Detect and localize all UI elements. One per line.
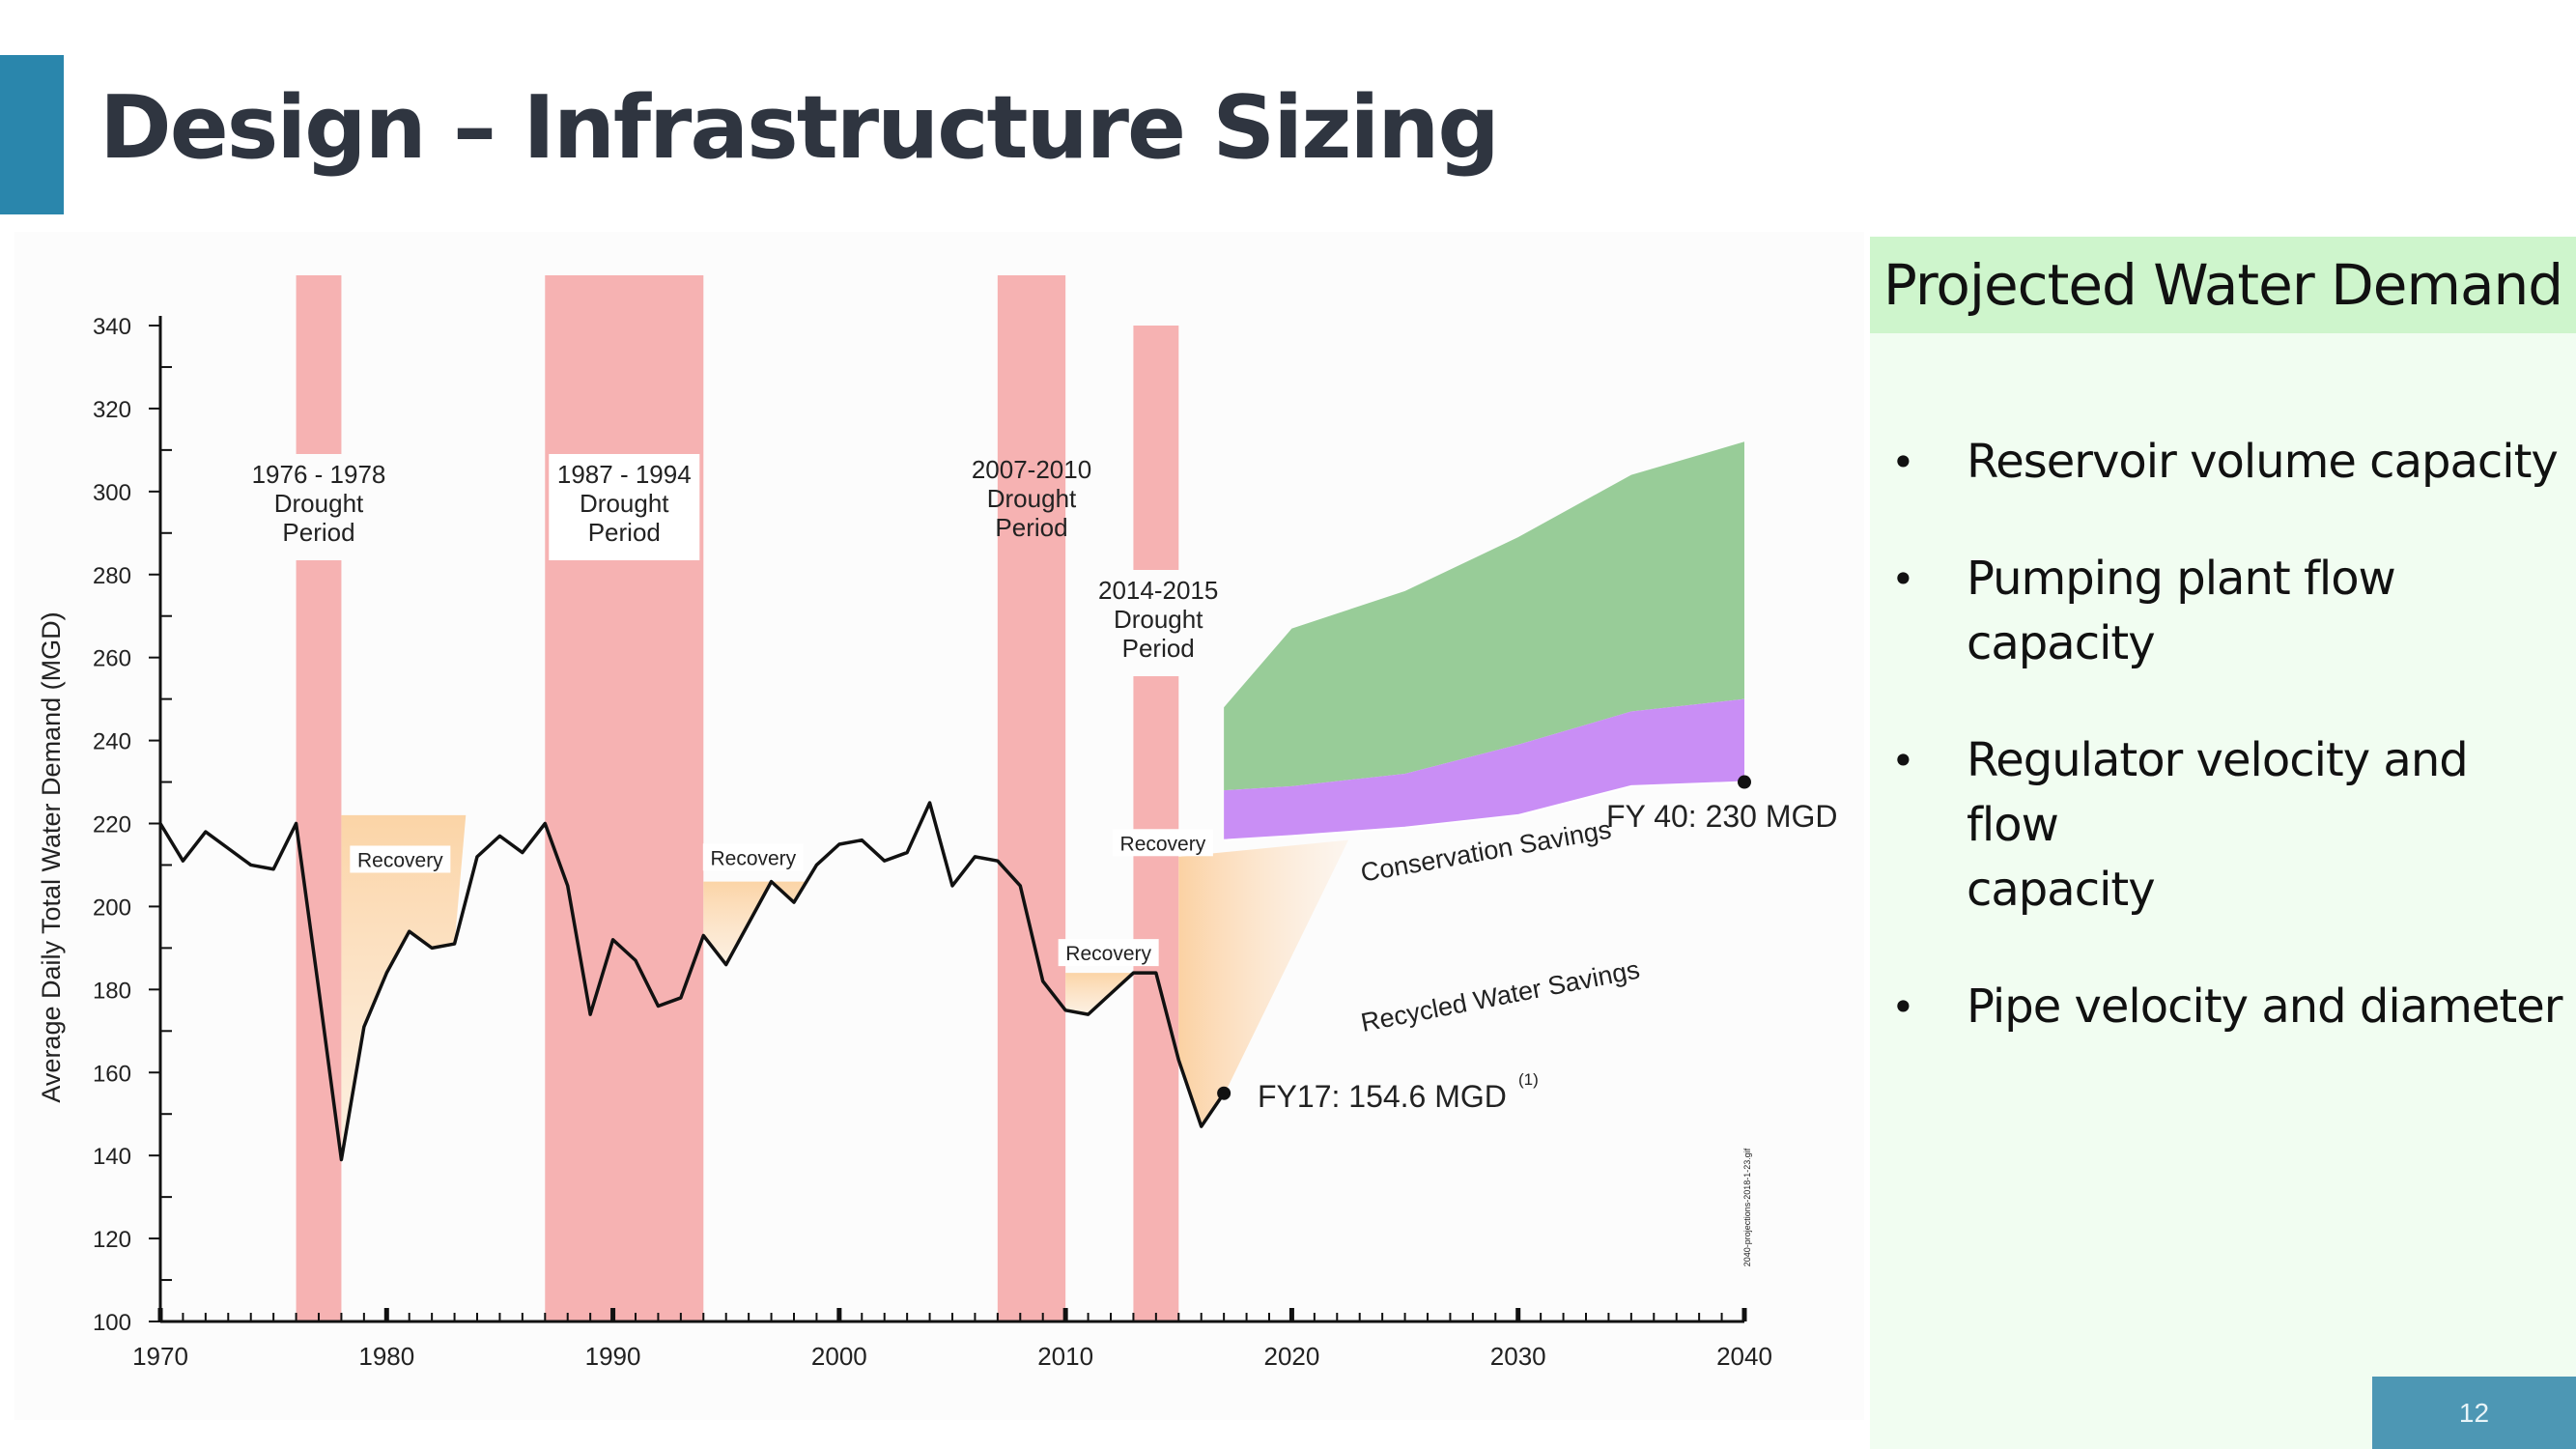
bullet-list: • Reservoir volume capacity • Pumping plan…	[1887, 430, 2563, 1092]
slide-title: Design – Infrastructure Sizing	[99, 77, 1500, 179]
panel-header: Projected Water Demand	[1870, 237, 2576, 333]
demand-line	[158, 801, 1226, 1162]
fy17-point	[1217, 1086, 1231, 1100]
water-demand-chart: 100 120 140 160 180 200 220 240 260 280 300 320 340 1…	[14, 232, 1864, 1420]
drought-band	[997, 275, 1066, 1321]
recovery-area	[341, 814, 467, 1160]
drought-label: 2007-2010 Drought Period	[972, 455, 1091, 542]
drought-band	[1133, 326, 1179, 1321]
bullet-item: • Regulator velocity and flow capacity	[1891, 733, 2469, 917]
drought-band	[296, 275, 342, 1321]
y-tick-label: 320	[93, 397, 131, 423]
recovery-label: Recovery	[1065, 943, 1151, 965]
y-axis-title: Average Daily Total Water Demand (MGD)	[37, 611, 66, 1102]
drought-label-bg	[1083, 570, 1234, 676]
recovery-area	[1178, 839, 1348, 1127]
page-number: 12	[2372, 1377, 2576, 1449]
recovery-label: Recovery	[357, 849, 443, 871]
drought-label-bg	[243, 454, 394, 560]
bullet-item: • Pipe velocity and diameter	[1891, 980, 2562, 1034]
recovery-label-bg	[350, 845, 451, 873]
y-tick-label: 120	[93, 1227, 131, 1253]
bullet-text: Pumping plant flow capacity	[1967, 552, 2396, 670]
fy17-annotation: FY17: 154.6 MGD	[1258, 1079, 1507, 1114]
fy40-point	[1738, 775, 1751, 789]
recovery-label: Recovery	[1120, 833, 1206, 855]
bullet-text: Regulator velocity and flow capacity	[1967, 733, 2469, 917]
recovery-label-bg	[1058, 939, 1159, 967]
fy17-superscript: (1)	[1518, 1070, 1539, 1089]
recovery-label: Recovery	[710, 847, 796, 869]
bullet-text: Reservoir volume capacity	[1967, 435, 2559, 489]
drought-label-bg	[549, 454, 700, 560]
y-tick-label: 200	[93, 895, 131, 921]
fy40-annotation: FY 40: 230 MGD	[1606, 799, 1838, 834]
y-tick-label: 260	[93, 646, 131, 672]
side-panel: Projected Water Demand • Reservoir volume…	[1870, 237, 2576, 1449]
x-tick-label: 1970	[132, 1342, 188, 1371]
y-tick-label: 340	[93, 314, 131, 340]
title-accent-bar	[0, 55, 64, 214]
drought-label: 1976 - 1978 Drought Period	[252, 460, 386, 547]
drought-band	[545, 275, 704, 1321]
x-tick-label: 1990	[585, 1342, 641, 1371]
y-tick-label: 240	[93, 729, 131, 755]
bullet-item: • Reservoir volume capacity	[1891, 435, 2559, 489]
x-tick-label: 2020	[1264, 1342, 1320, 1371]
recovery-area	[1065, 973, 1134, 1015]
recovery-area	[703, 881, 806, 965]
bullet-item: • Pumping plant flow capacity	[1891, 552, 2396, 670]
drought-label: 2014-2015 Drought Period	[1098, 576, 1218, 663]
recovery-label-bg	[1112, 829, 1213, 857]
x-tick-label: 2030	[1490, 1342, 1546, 1371]
x-tick-label: 2040	[1716, 1342, 1772, 1371]
x-tick-label: 2000	[811, 1342, 867, 1371]
y-tick-label: 300	[93, 480, 131, 506]
recovery-label-bg	[702, 843, 804, 871]
y-tick-label: 220	[93, 812, 131, 838]
baseline-line	[1224, 781, 1745, 841]
file-note: 2040-projections-2018-1-23.gif	[1742, 1148, 1752, 1266]
y-tick-label: 180	[93, 978, 131, 1004]
drought-label: 1987 - 1994 Drought Period	[557, 460, 692, 547]
y-tick-label: 100	[93, 1310, 131, 1336]
bullet-text: Pipe velocity and diameter	[1967, 980, 2562, 1034]
y-tick-label: 280	[93, 563, 131, 589]
x-tick-label: 1980	[358, 1342, 414, 1371]
conservation-area	[1224, 441, 1744, 791]
y-tick-label: 140	[93, 1144, 131, 1170]
recycled-area	[1224, 698, 1744, 840]
x-tick-label: 2010	[1037, 1342, 1093, 1371]
panel-title: Projected Water Demand	[1882, 252, 2563, 318]
y-tick-label: 160	[93, 1061, 131, 1087]
